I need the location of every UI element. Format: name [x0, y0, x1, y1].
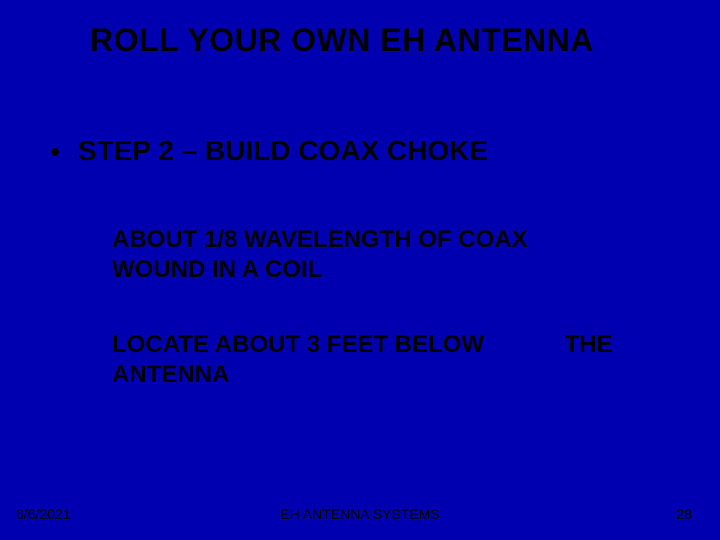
paragraph-2-right: THE [564, 330, 612, 360]
slide-title: ROLL YOUR OWN EH ANTENNA [90, 22, 594, 59]
footer-page: 28 [676, 506, 692, 522]
bullet-item: • STEP 2 – BUILD COAX CHOKE [50, 135, 488, 169]
bullet-text: STEP 2 – BUILD COAX CHOKE [78, 135, 488, 167]
footer-center: EH ANTENNA SYSTEMS [280, 506, 439, 522]
paragraph-2-left: LOCATE ABOUT 3 FEET BELOW ANTENNA [112, 330, 532, 390]
paragraph-2: LOCATE ABOUT 3 FEET BELOW ANTENNA THE [112, 330, 672, 390]
paragraph-1: ABOUT 1/8 WAVELENGTH OF COAX WOUND IN A … [112, 225, 532, 285]
bullet-marker: • [50, 135, 60, 169]
footer: 6/6/2021 EH ANTENNA SYSTEMS 28 [0, 506, 720, 522]
footer-date: 6/6/2021 [16, 506, 71, 522]
